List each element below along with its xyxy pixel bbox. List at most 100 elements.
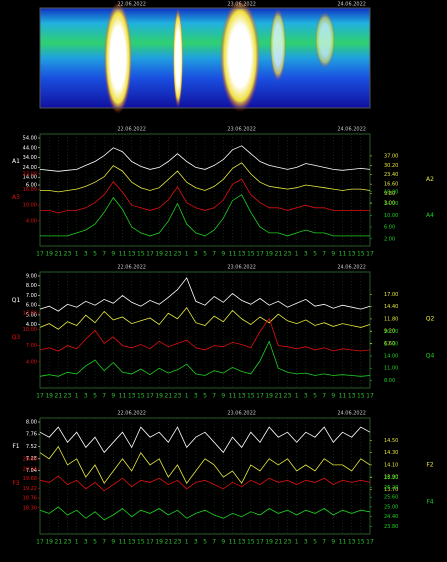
- date-label: 23.06.2022: [227, 127, 256, 133]
- series-name: F1: [12, 443, 19, 450]
- y-tick-label: 2.00: [384, 236, 395, 242]
- series-name: F4: [426, 499, 433, 506]
- x-tick-label: 5: [203, 251, 207, 258]
- y-tick-label: 3.00: [384, 200, 395, 206]
- y-tick-label: 34.00: [23, 155, 37, 161]
- x-tick-label: 5: [93, 539, 97, 546]
- x-tick-label: 3: [194, 539, 198, 546]
- y-tick-label: 18.00: [384, 189, 398, 195]
- y-tick-label: 20.00: [384, 329, 398, 335]
- x-tick-label: 21: [275, 393, 283, 400]
- spectrogram-frame: [39, 7, 371, 109]
- x-tick-label: 7: [212, 539, 216, 546]
- y-tick-label: 14.10: [384, 462, 398, 468]
- x-tick-label: 11: [119, 251, 127, 258]
- series-line: [39, 145, 371, 172]
- y-tick-label: 20.14: [23, 466, 37, 472]
- x-tick-label: 1: [185, 539, 189, 546]
- series-line: [39, 307, 371, 330]
- y-tick-label: 14.00: [384, 354, 398, 360]
- x-tick-label: 5: [93, 251, 97, 258]
- x-tick-label: 11: [229, 393, 237, 400]
- x-tick-label: 11: [339, 393, 347, 400]
- x-tick-label: 9: [221, 393, 225, 400]
- y-tick-label: 18.76: [23, 496, 37, 502]
- x-tick-label: 7: [212, 251, 216, 258]
- y-tick-label: 25.60: [384, 495, 398, 501]
- x-tick-label: 9: [221, 539, 225, 546]
- x-tick-label: 13: [348, 251, 356, 258]
- y-tick-label: 10.00: [23, 327, 37, 333]
- x-tick-label: 21: [275, 539, 283, 546]
- y-tick-label: 5.00: [26, 312, 37, 318]
- series-name: A2: [426, 176, 434, 183]
- y-tick-label: 13.90: [384, 475, 398, 481]
- y-tick-label: 9.20: [384, 329, 395, 335]
- x-tick-label: 17: [366, 539, 374, 546]
- y-tick-label: 8.00: [384, 378, 395, 384]
- x-tick-label: 21: [165, 251, 173, 258]
- plot-frame: [39, 133, 371, 247]
- x-tick-label: 3: [304, 393, 308, 400]
- x-tick-label: 13: [238, 539, 246, 546]
- y-tick-label: 6.00: [26, 183, 37, 189]
- x-tick-label: 19: [155, 251, 163, 258]
- x-tick-label: 5: [313, 393, 317, 400]
- x-tick-label: 13: [128, 251, 136, 258]
- x-tick-label: 17: [256, 539, 264, 546]
- y-tick-label: 14.00: [23, 175, 37, 181]
- x-tick-label: 17: [36, 539, 44, 546]
- x-tick-label: 17: [146, 539, 154, 546]
- y-tick-label: 26.20: [384, 485, 398, 491]
- y-tick-label: 17.00: [384, 341, 398, 347]
- series-line: [39, 340, 371, 377]
- x-tick-label: 21: [55, 251, 63, 258]
- series-name: A3: [12, 194, 20, 201]
- y-tick-label: 6.00: [26, 303, 37, 309]
- y-tick-label: 26.80: [384, 475, 398, 481]
- x-tick-label: 3: [304, 539, 308, 546]
- x-tick-label: 9: [331, 539, 335, 546]
- x-tick-label: 11: [119, 539, 127, 546]
- x-tick-label: 17: [366, 393, 374, 400]
- y-tick-label: 25.00: [384, 504, 398, 510]
- x-tick-label: 23: [174, 393, 182, 400]
- y-tick-label: 24.40: [384, 514, 398, 520]
- series-line: [39, 506, 371, 521]
- date-label: 24.06.2022: [337, 265, 366, 271]
- series-name: Q1: [12, 297, 21, 304]
- hot-band: [173, 8, 183, 108]
- x-tick-label: 21: [275, 251, 283, 258]
- series-line: [40, 178, 370, 214]
- x-tick-label: 19: [155, 393, 163, 400]
- spectrogram-field: [40, 8, 370, 108]
- x-tick-label: 15: [137, 251, 145, 258]
- y-tick-label: 14.30: [384, 450, 398, 456]
- x-tick-label: 11: [339, 251, 347, 258]
- x-tick-label: 17: [366, 251, 374, 258]
- y-tick-label: 7.28: [26, 456, 37, 462]
- x-tick-label: 21: [55, 539, 63, 546]
- x-tick-label: 17: [256, 251, 264, 258]
- series-name: F2: [426, 461, 433, 468]
- x-tick-label: 15: [137, 393, 145, 400]
- y-tick-label: 9.00: [26, 274, 37, 280]
- hot-band: [220, 0, 260, 112]
- x-tick-label: 9: [111, 393, 115, 400]
- y-tick-label: 8.00: [26, 420, 37, 426]
- series-line: [39, 317, 371, 352]
- x-tick-label: 13: [348, 539, 356, 546]
- x-tick-label: 15: [247, 393, 255, 400]
- y-tick-label: 20.60: [23, 457, 37, 463]
- x-tick-label: 19: [45, 251, 53, 258]
- x-tick-label: 3: [84, 539, 88, 546]
- series-line: [40, 162, 371, 193]
- y-tick-label: 23.40: [384, 172, 398, 178]
- x-tick-label: 11: [119, 393, 127, 400]
- series-line: [40, 194, 370, 237]
- x-tick-label: 1: [75, 539, 79, 546]
- y-tick-label: 23.80: [384, 524, 398, 530]
- x-tick-label: 15: [137, 539, 145, 546]
- date-label: 22.06.2022: [117, 2, 146, 8]
- x-tick-label: 7: [322, 251, 326, 258]
